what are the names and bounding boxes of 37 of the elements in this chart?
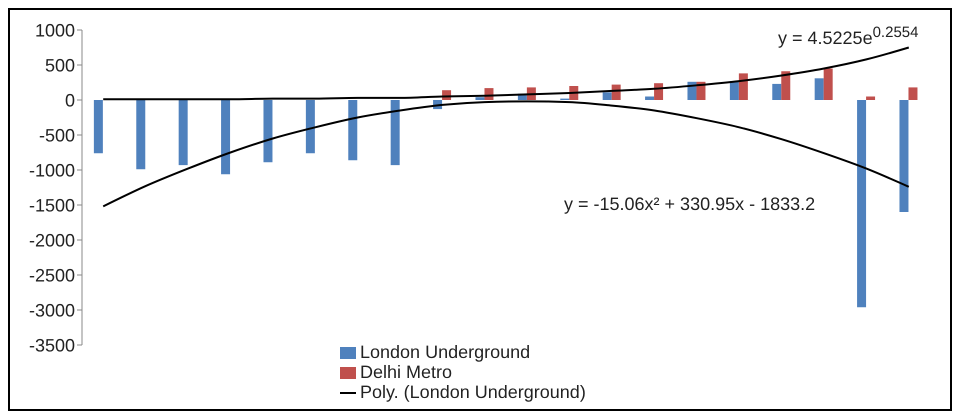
y-tick-label: -1500: [28, 195, 75, 216]
bar: [475, 97, 484, 100]
bar: [94, 100, 103, 154]
bar: [824, 68, 833, 100]
legend-label: Poly. (London Underground): [360, 382, 586, 402]
annotation: y = -15.06x² + 330.95x - 1833.2: [564, 194, 816, 215]
bar: [263, 100, 272, 162]
bar: [306, 100, 315, 154]
bar: [221, 100, 230, 174]
legend-label: London Underground: [360, 342, 530, 362]
bar: [908, 87, 918, 100]
bar: [348, 100, 358, 160]
line-series: [102, 46, 910, 100]
bar: [781, 71, 790, 100]
y-tick-label: -500: [38, 125, 75, 146]
bar: [866, 96, 876, 100]
bar: [899, 100, 908, 212]
y-tick-label: 1000: [34, 20, 75, 40]
bar: [738, 73, 748, 100]
y-tick-label: -2000: [28, 230, 75, 250]
bar: [178, 100, 188, 166]
y-tick-label: -1000: [28, 160, 75, 180]
bar: [814, 78, 824, 100]
bar: [602, 92, 612, 100]
bar: [730, 81, 739, 100]
y-tick-label: -3500: [28, 335, 75, 356]
bar: [390, 100, 400, 166]
bar: [857, 100, 866, 308]
legend-label: Delhi Metro: [360, 362, 452, 382]
y-tick-label: -2500: [28, 265, 75, 286]
y-tick-label: -3000: [28, 300, 75, 320]
y-tick-label: 0: [64, 90, 75, 110]
bar: [645, 96, 654, 100]
y-tick-label: 500: [44, 55, 75, 76]
bar: [136, 100, 146, 170]
bar: [772, 84, 782, 100]
annotation: y = 4.5225e$^{0.2554}$: [778, 24, 918, 49]
